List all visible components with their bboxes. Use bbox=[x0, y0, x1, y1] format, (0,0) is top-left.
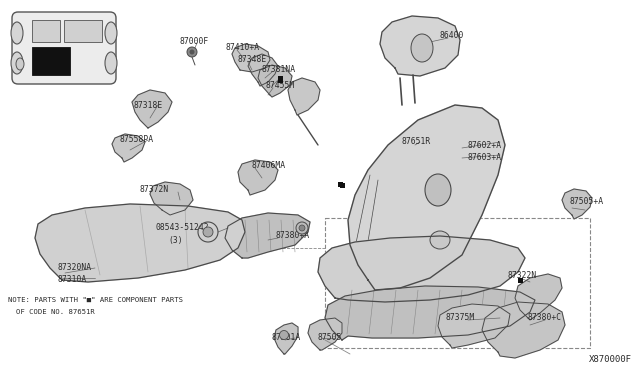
Bar bbox=[32, 20, 60, 42]
FancyBboxPatch shape bbox=[12, 12, 116, 84]
Polygon shape bbox=[348, 105, 505, 290]
Polygon shape bbox=[132, 90, 172, 128]
Polygon shape bbox=[562, 189, 592, 219]
Ellipse shape bbox=[411, 34, 433, 62]
Text: X870000F: X870000F bbox=[589, 356, 632, 365]
Polygon shape bbox=[35, 204, 245, 282]
Circle shape bbox=[280, 330, 289, 340]
Polygon shape bbox=[308, 318, 342, 350]
Polygon shape bbox=[248, 54, 278, 86]
Polygon shape bbox=[232, 44, 270, 72]
Text: 87375M: 87375M bbox=[445, 314, 474, 323]
Text: 08543-51242: 08543-51242 bbox=[155, 224, 209, 232]
Circle shape bbox=[203, 227, 213, 237]
Text: 87322N: 87322N bbox=[508, 270, 537, 279]
Polygon shape bbox=[238, 160, 278, 195]
Text: (3): (3) bbox=[168, 235, 182, 244]
Text: 87348E: 87348E bbox=[238, 55, 268, 64]
Text: 87558PA: 87558PA bbox=[120, 135, 154, 144]
Text: 87320NA: 87320NA bbox=[58, 263, 92, 273]
Circle shape bbox=[296, 222, 308, 234]
Polygon shape bbox=[318, 236, 525, 302]
Bar bbox=[340, 183, 345, 188]
Ellipse shape bbox=[105, 22, 117, 44]
Circle shape bbox=[187, 47, 197, 57]
Text: 87380+A: 87380+A bbox=[275, 231, 309, 240]
Text: 87310A: 87310A bbox=[58, 276, 87, 285]
Polygon shape bbox=[325, 286, 535, 340]
Polygon shape bbox=[438, 304, 510, 348]
Polygon shape bbox=[225, 213, 310, 258]
Polygon shape bbox=[380, 16, 460, 76]
Text: OF CODE NO. 87651R: OF CODE NO. 87651R bbox=[16, 309, 95, 315]
Text: 87318E: 87318E bbox=[133, 100, 163, 109]
Polygon shape bbox=[150, 182, 193, 215]
Text: NOTE: PARTS WITH "■" ARE COMPONENT PARTS: NOTE: PARTS WITH "■" ARE COMPONENT PARTS bbox=[8, 297, 183, 303]
Circle shape bbox=[189, 49, 195, 55]
Text: 87505+A: 87505+A bbox=[570, 198, 604, 206]
Bar bbox=[278, 78, 283, 83]
Text: 87381NA: 87381NA bbox=[262, 65, 296, 74]
Polygon shape bbox=[482, 302, 565, 358]
Text: 87602+A: 87602+A bbox=[468, 141, 502, 150]
Text: 87380+C: 87380+C bbox=[528, 314, 562, 323]
Text: 87603+A: 87603+A bbox=[468, 154, 502, 163]
Polygon shape bbox=[112, 134, 145, 162]
Text: 87501A: 87501A bbox=[272, 334, 301, 343]
Bar bbox=[278, 76, 283, 81]
Bar bbox=[518, 278, 523, 283]
Ellipse shape bbox=[11, 22, 23, 44]
Bar bbox=[64, 20, 102, 42]
Circle shape bbox=[299, 225, 305, 231]
Bar bbox=[338, 182, 343, 187]
Polygon shape bbox=[288, 78, 320, 115]
Ellipse shape bbox=[16, 58, 24, 70]
Bar bbox=[325, 218, 590, 348]
Text: 87000F: 87000F bbox=[180, 38, 209, 46]
Polygon shape bbox=[258, 65, 292, 97]
Polygon shape bbox=[515, 274, 562, 320]
Ellipse shape bbox=[430, 231, 450, 249]
Bar bbox=[32, 47, 70, 75]
Text: 87455M: 87455M bbox=[265, 80, 294, 90]
Text: 87410+A: 87410+A bbox=[225, 44, 259, 52]
Text: 86400: 86400 bbox=[440, 31, 465, 39]
Text: 87651R: 87651R bbox=[402, 138, 431, 147]
Text: 87372N: 87372N bbox=[140, 186, 169, 195]
Ellipse shape bbox=[425, 174, 451, 206]
Ellipse shape bbox=[105, 52, 117, 74]
Ellipse shape bbox=[11, 52, 23, 74]
Polygon shape bbox=[274, 323, 298, 354]
Text: 87406MA: 87406MA bbox=[252, 160, 286, 170]
Text: 87505: 87505 bbox=[318, 334, 342, 343]
